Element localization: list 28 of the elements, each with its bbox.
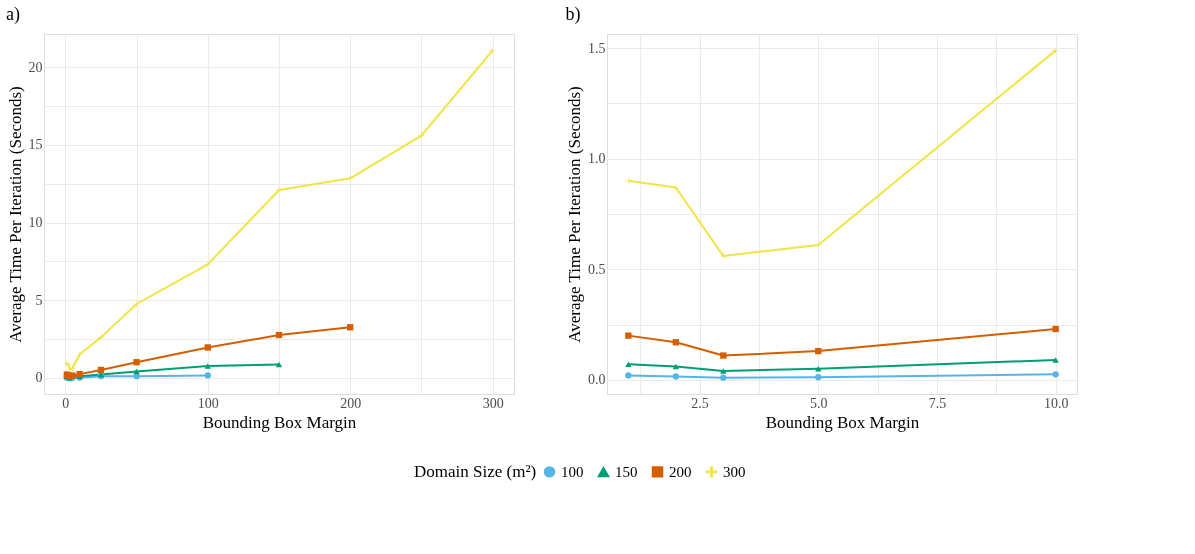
x-tick-label: 300 — [482, 395, 504, 411]
x-tick-label: 5.0 — [810, 395, 828, 411]
x-tick-label: 10.0 — [1043, 395, 1069, 411]
x-tick-label: 7.5 — [928, 395, 947, 411]
y-axis-title: Average Time Per Iteration (Seconds) — [565, 86, 584, 343]
x-axis-title: Bounding Box Margin — [202, 412, 357, 432]
y-tick-label: 1.0 — [588, 151, 606, 167]
chart-title: b) — [565, 4, 581, 25]
legend-label: 300 — [723, 463, 746, 480]
y-tick-label: 0.5 — [588, 261, 606, 277]
x-tick-label: 100 — [197, 395, 219, 411]
legend-label: 150 — [615, 464, 638, 481]
x-tick-label: 200 — [340, 395, 362, 411]
y-tick-label: 10 — [28, 215, 43, 231]
legend-label: 100 — [561, 463, 584, 480]
chart-title: a) — [6, 4, 20, 25]
x-axis-title: Bounding Box Margin — [765, 412, 920, 432]
y-tick-label: 5 — [35, 292, 43, 308]
legend-label: 200 — [669, 463, 692, 480]
x-tick-label: 2.5 — [691, 395, 709, 411]
y-tick-label: 0 — [35, 370, 43, 386]
y-tick-label: 15 — [28, 137, 43, 153]
x-tick-label: 0 — [62, 395, 70, 411]
y-tick-label: 0.0 — [588, 372, 606, 388]
y-tick-label: 20 — [28, 59, 43, 75]
y-axis-title: Average Time Per Iteration (Seconds) — [5, 86, 25, 343]
legend-title: Domain Size (m²) — [414, 462, 537, 481]
y-tick-label: 1.5 — [588, 40, 606, 56]
